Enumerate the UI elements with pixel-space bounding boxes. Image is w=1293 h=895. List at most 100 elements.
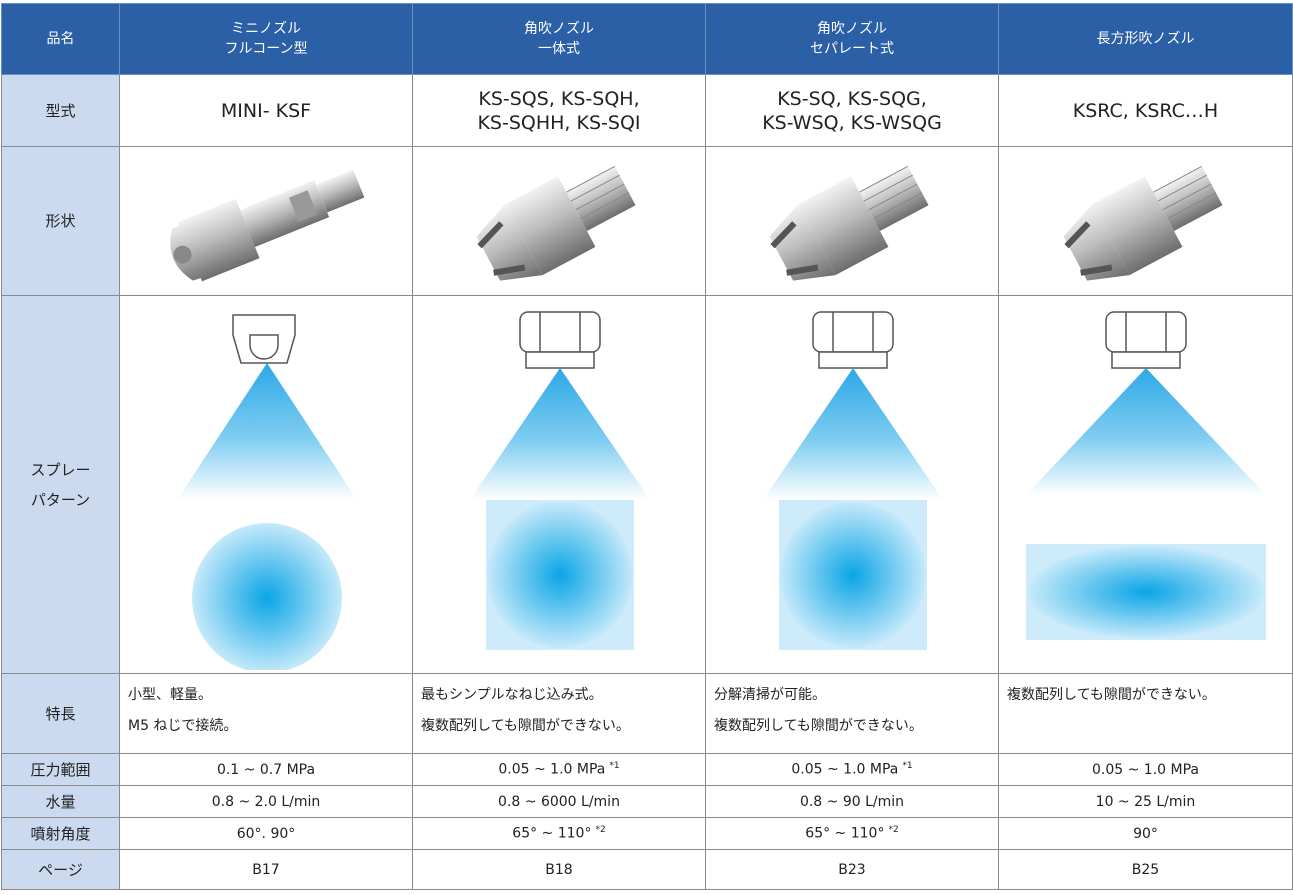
text-line: 一体式 xyxy=(538,41,580,57)
table-cell: B23 xyxy=(705,849,999,890)
text-line: 特長 xyxy=(45,704,76,723)
table-cell: B17 xyxy=(119,849,413,890)
text-line: 0.05 ~ 1.0 MPa *1 xyxy=(498,761,620,778)
header-cell: ミニノズルフルコーン型 xyxy=(119,3,413,75)
spray-pattern xyxy=(177,313,357,670)
table-cell: 10 ~ 25 L/min xyxy=(998,785,1293,818)
table-cell: 最もシンプルなねじ込み式。複数配列しても隙間ができない。 xyxy=(412,673,706,754)
text-line: 型式 xyxy=(45,101,76,120)
text-line: 0.8 ~ 6000 L/min xyxy=(498,793,620,810)
table-cell: 分解清掃が可能。 複数配列しても隙間ができない。 xyxy=(705,673,999,754)
table-row: 特長 小型、軽量。 M5 ねじで接続。 最もシンプルなねじ込み式。 複数配列しても隙間が… xyxy=(1,673,1293,754)
table-cell xyxy=(119,146,413,296)
table-cell xyxy=(998,295,1293,674)
table-cell: 0.05 ~ 1.0 MPa *1 xyxy=(705,753,999,786)
table-cell: 65° ~ 110° *2 xyxy=(412,817,706,850)
table-cell: MINI- KSF xyxy=(119,74,413,147)
text-line: B23 xyxy=(838,861,866,878)
table-cell xyxy=(705,295,999,674)
table-cell: 65° ~ 110° *2 xyxy=(705,817,999,850)
text-line: 角吹ノズル xyxy=(817,21,887,37)
text-line: 0.8 ~ 90 L/min xyxy=(799,793,905,810)
table-cell: 0.1 ~ 0.7 MPa xyxy=(119,753,413,786)
row-label: 特長 xyxy=(1,673,120,754)
table-body: 品名 ミニノズル フルコーン型 角吹ノズル 一体式 角吹ノズル セパレート式 長方形吹ノズル型… xyxy=(1,3,1293,890)
text-line: フルコーン型 xyxy=(224,41,308,57)
text-line: 水量 xyxy=(45,792,76,811)
text-line: ページ xyxy=(38,860,83,879)
table-cell: 90° xyxy=(998,817,1293,850)
row-label: 型式 xyxy=(1,74,120,147)
nozzle-photo xyxy=(1063,165,1223,281)
table-row: 型式 MINI- KSF KS-SQS, KS-SQH, KS-SQHH, KS-SQ… xyxy=(1,74,1293,147)
footnote-mark: *2 xyxy=(595,825,606,836)
spray-pattern xyxy=(1026,310,1266,640)
header-cell: 角吹ノズル 一体式 xyxy=(412,3,706,75)
text-line: 0.1 ~ 0.7 MPa xyxy=(216,761,316,778)
text-line: 噴射角度 xyxy=(30,824,91,843)
table-cell: KSRC, KSRC…H xyxy=(998,74,1293,147)
text-line: 60°. 90° xyxy=(236,825,296,842)
text-line: KSRC, KSRC…H xyxy=(1072,99,1219,122)
text-line: 複数配列しても隙間ができない。 xyxy=(714,718,923,734)
table-cell xyxy=(412,146,706,296)
table-cell: KS-SQ, KS-SQG, KS-WSQ, KS-WSQG xyxy=(705,74,999,147)
table-row: スプレー パターン xyxy=(1,295,1293,674)
table-cell: B25 xyxy=(998,849,1293,890)
text-line: 10 ~ 25 L/min xyxy=(1095,793,1196,810)
text-line: スプレー xyxy=(30,460,91,479)
text-line: KS-SQS, KS-SQH, xyxy=(478,87,640,110)
header-cell: 長方形吹ノズル xyxy=(998,3,1293,75)
table-cell: 小型、軽量。 M5 ねじで接続。 xyxy=(119,673,413,754)
text-line: 圧力範囲 xyxy=(30,760,91,779)
text-line: B25 xyxy=(1131,861,1160,878)
text-line: 長方形吹ノズル xyxy=(1096,31,1195,47)
table-cell: 0.05 ~ 1.0 MPa *1 xyxy=(412,753,706,786)
table-row: 噴射角度 60°. 90° 65° ~ 110° *2 65° ~ 110° *2 90° xyxy=(1,817,1293,850)
table-row: ページ B17 B18 B23 B25 xyxy=(1,849,1293,890)
text-line: M5 ねじで接続。 xyxy=(128,718,238,734)
text-line: セパレート式 xyxy=(810,41,894,57)
row-label: 噴射角度 xyxy=(1,817,120,850)
text-line: 形状 xyxy=(45,212,76,230)
table-cell: 60°. 90° xyxy=(119,817,413,850)
nozzle-photo xyxy=(769,165,929,281)
row-label: 水量 xyxy=(1,785,120,818)
nozzle-photo xyxy=(476,165,636,281)
spray-pattern xyxy=(763,310,943,650)
text-line: 品名 xyxy=(46,31,75,47)
table-cell: 0.8 ~ 90 L/min xyxy=(705,785,999,818)
text-line: 0.05 ~ 1.0 MPa *1 xyxy=(791,761,913,778)
text-line: 90° xyxy=(1133,825,1158,842)
text-line: B17 xyxy=(252,861,280,878)
text-line: 小型、軽量。 xyxy=(128,687,212,703)
header-cell: 品名 xyxy=(1,3,120,75)
text-line: 65° ~ 110° *2 xyxy=(805,825,899,842)
text-line: 最もシンプルなねじ込み式。 xyxy=(421,687,603,703)
text-line: 複数配列しても隙間ができない。 xyxy=(421,718,630,734)
table-cell xyxy=(119,295,413,674)
text-line: パターン xyxy=(30,490,91,509)
text-line: KS-SQHH, KS-SQI xyxy=(477,111,641,134)
footnote-mark: *2 xyxy=(888,825,899,836)
footnote-mark: *1 xyxy=(902,761,913,772)
text-line: ミニノズル xyxy=(231,21,301,37)
row-label: 形状 xyxy=(1,146,120,296)
table-cell: 0.8 ~ 6000 L/min xyxy=(412,785,706,818)
text-line: B18 xyxy=(545,861,573,878)
text-line: 0.8 ~ 2.0 L/min xyxy=(211,793,321,810)
text-line: 0.05 ~ 1.0 MPa xyxy=(1092,761,1199,778)
row-label: スプレー パターン xyxy=(1,295,120,674)
row-label: ページ xyxy=(1,849,120,890)
header-row: 品名 ミニノズル フルコーン型 角吹ノズル 一体式 角吹ノズル セパレート式 長方形吹ノズル xyxy=(1,3,1293,75)
spec-table: 品名 ミニノズル フルコーン型 角吹ノズル 一体式 角吹ノズル セパレート式 長方形吹ノズル型… xyxy=(1,3,1293,890)
table-row: 水量 0.8 ~ 2.0 L/min 0.8 ~ 6000 L/min 0.8 ~ 9… xyxy=(1,785,1293,818)
spray-pattern xyxy=(470,310,650,650)
text-line: KS-WSQ, KS-WSQG xyxy=(762,111,942,134)
nozzle-photo xyxy=(170,169,365,282)
table-cell xyxy=(412,295,706,674)
text-line: 複数配列しても隙間ができない。 xyxy=(1007,687,1216,703)
table-row: 圧力範囲 0.1 ~ 0.7 MPa 0.05 ~ 1.0 MPa *1 0.05 ~ … xyxy=(1,753,1293,786)
text-line: MINI- KSF xyxy=(220,99,312,122)
